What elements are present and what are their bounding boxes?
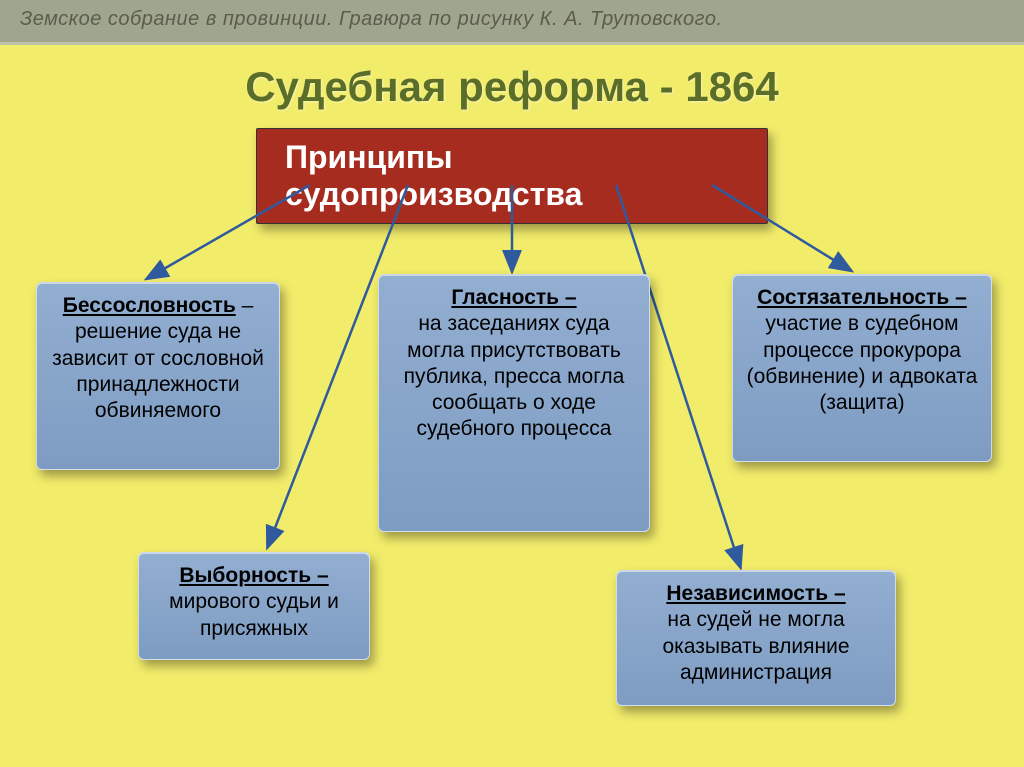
card-desc: на судей не могла оказывать влияние адми… [662,608,849,684]
card-term: Гласность – [451,286,576,309]
card-c1: Бессословность – решение суда не зависит… [36,282,280,470]
card-term: Состязательность – [757,286,967,309]
root-box: Принципы судопроизводства [256,128,768,224]
top-bar: Земское собрание в провинции. Гравюра по… [0,0,1024,42]
card-desc: мирового судьи и присяжных [169,590,339,639]
card-term: Бессословность [63,294,236,317]
card-term: Выборность – [179,564,328,587]
top-bar-text: Земское собрание в провинции. Гравюра по… [20,8,723,30]
card-desc: на заседаниях суда могла присутствовать … [404,312,625,440]
top-divider [0,42,1024,45]
card-c3: Состязательность – участие в судебном про… [732,274,992,462]
card-desc: участие в судебном процессе прокурора (о… [747,312,978,414]
card-c4: Выборность – мирового судьи и присяжных [138,552,370,660]
card-term: Независимость – [666,582,845,605]
card-c5: Независимость – на судей не могла оказыва… [616,570,896,706]
slide-title: Судебная реформа - 1864 [0,63,1024,111]
slide: Земское собрание в провинции. Гравюра по… [0,0,1024,767]
card-c2: Гласность – на заседаниях суда могла прис… [378,274,650,532]
